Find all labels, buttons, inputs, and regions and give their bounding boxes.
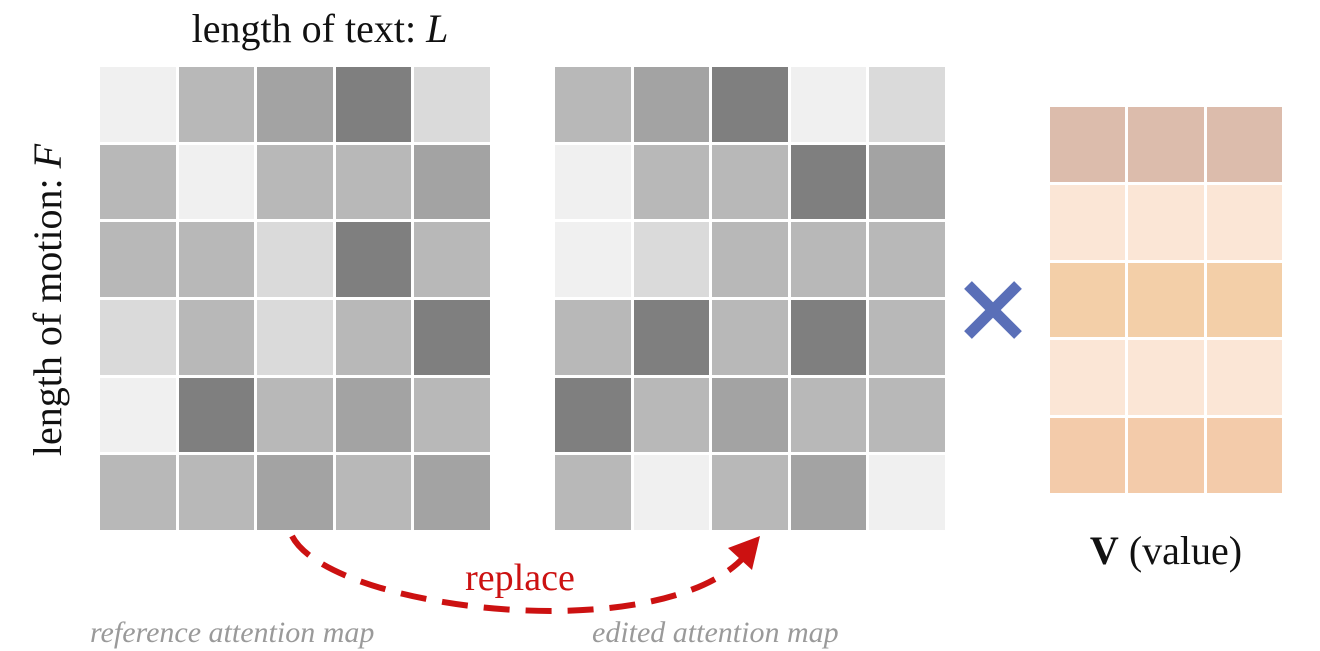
motion-length-variable: F [25, 143, 70, 169]
edited-caption: edited attention map [592, 616, 839, 649]
reference-map-cell [335, 144, 412, 220]
edited-map-cell [555, 222, 631, 297]
edited-map-cell [790, 299, 867, 375]
attention-replace-diagram: length of text: L length of motion: F V … [25, 4, 1282, 649]
value-matrix-cell [1206, 184, 1282, 260]
edited-map-cell [633, 377, 710, 453]
edited-map-cell [633, 299, 710, 375]
value-matrix [1050, 107, 1282, 493]
reference-map-cell [257, 455, 333, 530]
edited-map-cell [555, 67, 631, 142]
value-matrix-cell [1206, 418, 1282, 493]
edited-map-cell [869, 455, 945, 530]
edited-map-cell [555, 455, 631, 530]
reference-caption: reference attention map [90, 616, 375, 649]
value-matrix-cell [1128, 418, 1204, 493]
value-matrix-cell [1206, 340, 1282, 416]
edited-map-cell [869, 377, 945, 453]
reference-map-cell [178, 67, 255, 142]
reference-map-cell [414, 144, 490, 220]
value-matrix-cell [1050, 340, 1126, 416]
text-length-prefix: length of text: [191, 6, 427, 51]
edited-map-cell [869, 222, 945, 297]
edited-map-cell [555, 299, 631, 375]
reference-map-cell [414, 377, 490, 453]
edited-map-cell [869, 67, 945, 142]
edited-map-cell [869, 144, 945, 220]
reference-attention-map [100, 67, 490, 530]
edited-map-cell [633, 144, 710, 220]
edited-map-cell [712, 222, 788, 297]
multiply-icon [964, 281, 1022, 339]
reference-map-cell [100, 144, 176, 220]
edited-map-cell [790, 67, 867, 142]
reference-map-cell [335, 222, 412, 297]
replace-label: replace [465, 557, 575, 599]
value-matrix-cell [1206, 107, 1282, 182]
reference-map-cell [335, 377, 412, 453]
edited-map-cell [633, 222, 710, 297]
edited-map-cell [712, 455, 788, 530]
reference-map-cell [100, 299, 176, 375]
reference-map-cell [257, 299, 333, 375]
reference-map-cell [414, 222, 490, 297]
reference-map-cell [178, 144, 255, 220]
edited-map-cell [790, 377, 867, 453]
edited-map-cell [633, 67, 710, 142]
reference-map-cell [178, 455, 255, 530]
reference-map-cell [100, 377, 176, 453]
reference-map-cell [335, 299, 412, 375]
value-matrix-cell [1128, 184, 1204, 260]
motion-length-label: length of motion: F [25, 144, 71, 456]
edited-map-cell [712, 144, 788, 220]
value-matrix-cell [1128, 262, 1204, 338]
value-matrix-cell [1050, 107, 1126, 182]
value-matrix-cell [1050, 262, 1126, 338]
text-length-variable: L [426, 6, 449, 51]
value-matrix-cell [1206, 262, 1282, 338]
reference-map-cell [335, 455, 412, 530]
value-matrix-cell [1050, 184, 1126, 260]
reference-map-cell [414, 455, 490, 530]
value-matrix-cell [1128, 340, 1204, 416]
reference-map-cell [178, 222, 255, 297]
reference-map-cell [100, 67, 176, 142]
value-symbol: V [1089, 528, 1119, 573]
text-length-label: length of text: L [100, 4, 540, 54]
edited-map-cell [790, 455, 867, 530]
value-matrix-cell [1050, 418, 1126, 493]
edited-map-cell [555, 377, 631, 453]
reference-map-cell [414, 299, 490, 375]
reference-map-cell [178, 299, 255, 375]
value-text: (value) [1118, 528, 1243, 573]
reference-map-cell [257, 144, 333, 220]
edited-map-cell [712, 67, 788, 142]
edited-map-cell [712, 377, 788, 453]
edited-map-cell [712, 299, 788, 375]
reference-map-cell [100, 222, 176, 297]
reference-map-cell [414, 67, 490, 142]
value-label: V (value) [1050, 526, 1282, 576]
reference-map-cell [257, 67, 333, 142]
edited-map-cell [869, 299, 945, 375]
value-matrix-cell [1128, 107, 1204, 182]
edited-map-cell [790, 222, 867, 297]
reference-map-cell [257, 377, 333, 453]
edited-map-cell [633, 455, 710, 530]
reference-map-cell [178, 377, 255, 453]
edited-map-cell [555, 144, 631, 220]
edited-attention-map [555, 67, 945, 530]
reference-map-cell [257, 222, 333, 297]
reference-map-cell [100, 455, 176, 530]
motion-length-prefix: length of motion: [25, 168, 70, 457]
edited-map-cell [790, 144, 867, 220]
reference-map-cell [335, 67, 412, 142]
